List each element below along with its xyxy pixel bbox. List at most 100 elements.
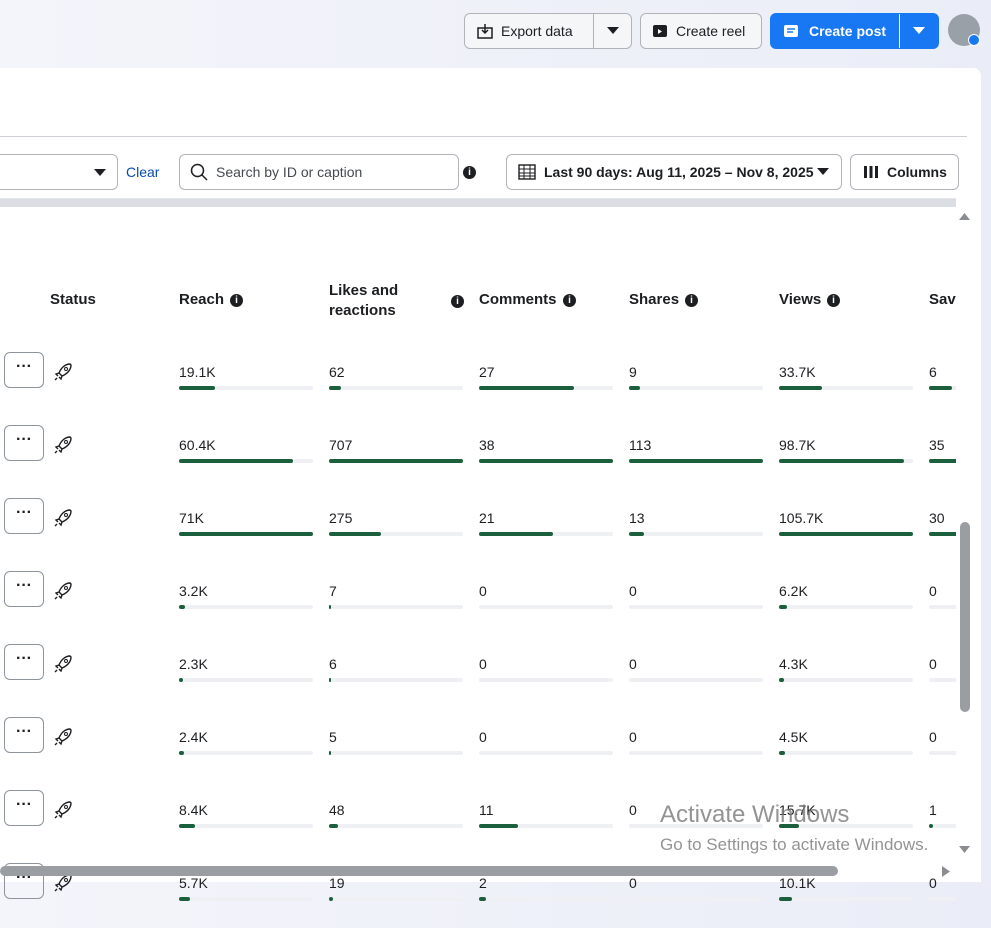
bar-track	[779, 751, 913, 755]
info-icon[interactable]: i	[563, 294, 576, 307]
metric-bar	[779, 605, 787, 609]
info-icon[interactable]: i	[463, 166, 476, 179]
metric-bar	[779, 386, 822, 390]
metric-value: 30	[929, 510, 945, 526]
create-post-button[interactable]: Create post	[770, 13, 939, 49]
metric-value: 0	[929, 656, 937, 672]
create-reel-label: Create reel	[676, 23, 746, 39]
metric-value: 9	[629, 364, 637, 380]
boost-icon[interactable]	[52, 580, 74, 602]
more-button[interactable]: ···	[4, 790, 44, 826]
boost-icon[interactable]	[52, 361, 74, 383]
bar-track	[479, 678, 613, 682]
avatar[interactable]	[948, 14, 980, 46]
metric-value: 7	[329, 583, 337, 599]
info-icon[interactable]: i	[827, 294, 840, 307]
metric-value: 2	[479, 875, 487, 891]
horizontal-scrollbar[interactable]	[0, 866, 838, 876]
metric-value: 5	[329, 729, 337, 745]
metric-value: 0	[629, 875, 637, 891]
watermark-title: Activate Windows	[660, 801, 850, 828]
more-button[interactable]: ···	[4, 425, 44, 461]
metric-value: 0	[929, 875, 937, 891]
metric-bar	[329, 459, 463, 463]
metric-value: 0	[479, 656, 487, 672]
bar-track	[179, 386, 313, 390]
row-divider	[0, 203, 956, 204]
metric-value: 113	[629, 437, 652, 453]
bar-track	[929, 751, 956, 755]
more-button[interactable]: ···	[4, 717, 44, 753]
info-icon[interactable]: i	[451, 295, 464, 308]
metric-bar	[629, 459, 763, 463]
metric-value: 8.4K	[179, 802, 208, 818]
bar-track	[179, 897, 313, 901]
metric-value: 275	[329, 510, 353, 526]
row-divider	[0, 204, 956, 205]
filter-dropdown[interactable]	[0, 154, 118, 190]
more-button[interactable]: ···	[4, 644, 44, 680]
bar-track	[329, 386, 463, 390]
metric-value: 1	[929, 802, 937, 818]
export-button[interactable]: Export data	[464, 13, 632, 49]
metric-bar	[929, 532, 956, 536]
metric-bar	[179, 897, 190, 901]
boost-icon[interactable]	[52, 653, 74, 675]
bar-track	[629, 459, 763, 463]
boost-icon[interactable]	[52, 434, 74, 456]
bar-track	[479, 751, 613, 755]
more-button[interactable]: ···	[4, 352, 44, 388]
metric-value: 4.3K	[779, 656, 808, 672]
metric-bar	[329, 824, 339, 828]
more-button[interactable]: ···	[4, 498, 44, 534]
metric-bar	[179, 532, 313, 536]
metric-value: 2.3K	[179, 656, 208, 672]
more-button[interactable]: ···	[4, 571, 44, 607]
metric-value: 0	[479, 583, 487, 599]
metric-value: 35	[929, 437, 945, 453]
bar-track	[629, 532, 763, 536]
metric-value: 10.1K	[779, 875, 816, 891]
metric-bar	[179, 678, 184, 682]
metric-value: 13	[629, 510, 645, 526]
metric-value: 0	[629, 802, 637, 818]
bar-track	[779, 532, 913, 536]
metric-bar	[479, 532, 554, 536]
metric-value: 19	[329, 875, 345, 891]
create-reel-button[interactable]: Create reel	[640, 13, 762, 49]
boost-icon[interactable]	[52, 726, 74, 748]
info-icon[interactable]: i	[685, 294, 698, 307]
column-header: Likes and reactions	[329, 282, 399, 319]
metric-bar	[479, 459, 613, 463]
scroll-right-arrow[interactable]	[940, 865, 952, 878]
content-panel: Clear Search by ID or caption i Last 90 …	[0, 68, 981, 901]
info-icon[interactable]: i	[230, 294, 243, 307]
bar-track	[179, 824, 313, 828]
metric-bar	[179, 459, 293, 463]
metric-bar	[629, 386, 640, 390]
bar-track	[329, 605, 463, 609]
search-box[interactable]: Search by ID or caption	[179, 154, 459, 190]
columns-button[interactable]: Columns	[850, 154, 959, 190]
bar-track	[629, 897, 763, 901]
boost-icon[interactable]	[52, 507, 74, 529]
export-label: Export data	[501, 23, 573, 39]
date-range-button[interactable]: Last 90 days: Aug 11, 2025 – Nov 8, 2025	[506, 154, 842, 190]
metric-value: 38	[479, 437, 495, 453]
clear-link[interactable]: Clear	[126, 164, 160, 180]
metric-bar	[179, 605, 186, 609]
column-header: Reach	[179, 291, 225, 308]
bar-track	[929, 532, 956, 536]
calendar-icon	[518, 164, 536, 180]
download-icon	[477, 24, 493, 39]
metric-value: 60.4K	[179, 437, 216, 453]
vertical-scrollbar[interactable]	[958, 208, 971, 858]
divider	[0, 136, 967, 137]
boost-icon[interactable]	[52, 799, 74, 821]
metric-bar	[329, 386, 341, 390]
bar-track	[929, 386, 956, 390]
create-post-label: Create post	[809, 23, 887, 39]
bar-track	[479, 386, 613, 390]
metric-bar	[779, 824, 799, 828]
metric-bar	[479, 386, 575, 390]
